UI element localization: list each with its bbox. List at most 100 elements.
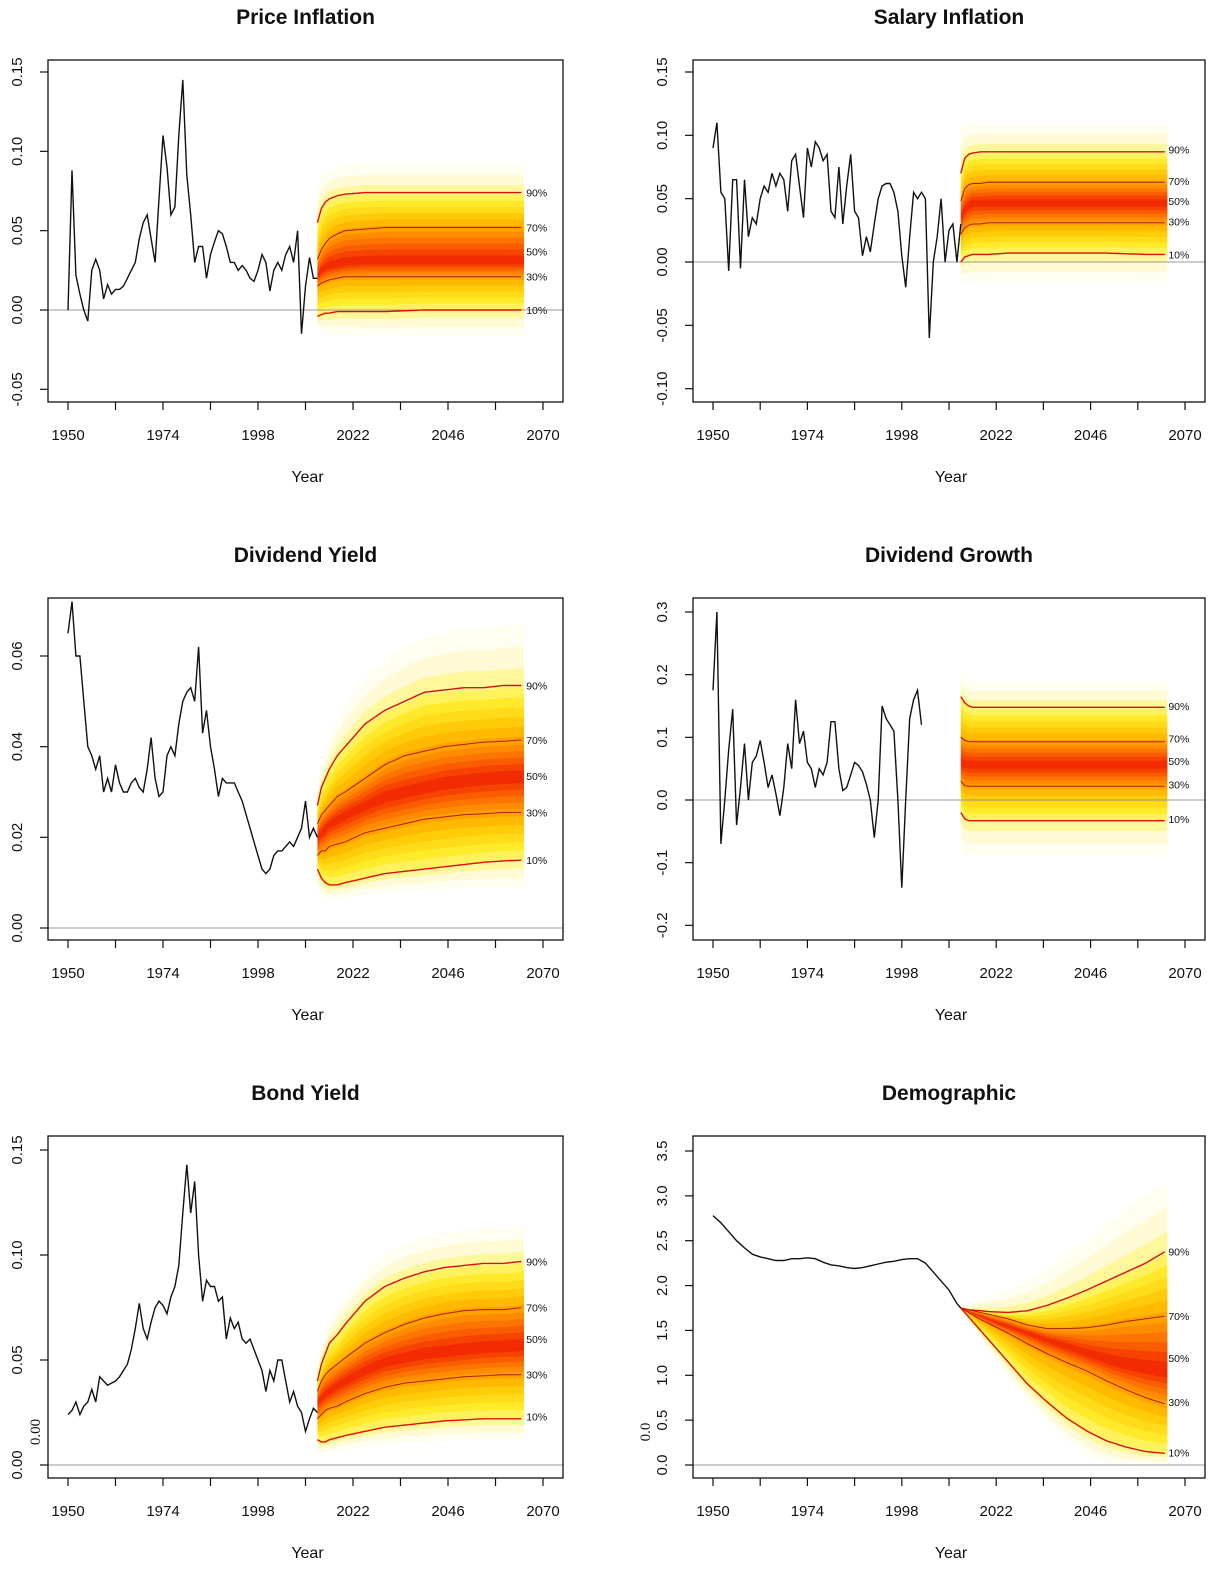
quantile-label: 10% [1168, 1447, 1189, 1459]
quantile-line-90 [960, 1251, 1166, 1314]
x-tick-label: 1974 [791, 1503, 824, 1520]
x-tick-label: 2046 [431, 427, 464, 444]
x-tick-label: 1998 [241, 965, 274, 982]
fan-band [960, 1182, 1168, 1466]
y-tick-label: 1.0 [654, 1365, 671, 1386]
y-tick-label: 0.06 [9, 641, 26, 670]
chart-panel: 90% 70% 50% 30% 10% Bond Yield 1950 1974 1998 202… [9, 1082, 564, 1562]
quantile-line-30 [960, 1307, 1165, 1405]
y-tick-label: -0.05 [9, 372, 26, 406]
x-tick-label: 1998 [885, 427, 918, 444]
quantile-line-10 [960, 812, 1165, 822]
fan-band [317, 624, 524, 900]
fan-band [960, 673, 1168, 856]
y-tick-label: 0.05 [654, 184, 671, 213]
x-tick-label: 2022 [980, 1503, 1013, 1520]
quantile-line-70 [960, 736, 1165, 743]
y-tick-label: 0.00 [9, 295, 26, 324]
quantile-label: 90% [1168, 144, 1189, 156]
x-tick-label: 1950 [51, 1503, 84, 1520]
x-tick-label: 2046 [431, 1503, 464, 1520]
x-tick-label: 1974 [146, 1503, 179, 1520]
x-tick-label: 1950 [696, 427, 729, 444]
stray-axis-label: 0.0 [638, 1423, 654, 1442]
x-tick-label: 2070 [526, 965, 559, 982]
x-tick-label: 1950 [696, 1503, 729, 1520]
y-tick-label: -0.2 [654, 912, 671, 938]
x-axis-label: Year [935, 1007, 968, 1024]
chart-panel: 90% 70% 50% 30% 10% Salary Inflation 1950 1974 1… [654, 6, 1206, 486]
quantile-label: 50% [1168, 196, 1189, 208]
quantile-label: 50% [526, 1334, 547, 1346]
quantile-line-70 [316, 1307, 522, 1392]
x-tick-label: 2070 [526, 1503, 559, 1520]
x-tick-label: 2022 [980, 965, 1013, 982]
y-tick-label: 0.00 [9, 1450, 26, 1479]
x-tick-label: 1974 [146, 427, 179, 444]
x-tick-label: 2022 [336, 965, 369, 982]
x-axis-label: Year [291, 469, 324, 486]
quantile-line-30 [317, 276, 522, 287]
y-tick-label: 0.10 [654, 121, 671, 150]
x-tick-label: 1998 [241, 1503, 274, 1520]
quantile-line-70 [960, 181, 1165, 202]
x-tick-label: 2046 [1074, 1503, 1107, 1520]
quantile-label: 70% [526, 222, 547, 234]
quantile-line-70 [960, 1307, 1165, 1330]
x-axis-label: Year [291, 1007, 324, 1024]
chart-title: Dividend Growth [865, 544, 1033, 567]
y-tick-label: 0.15 [9, 1135, 26, 1164]
y-tick-label: 3.5 [654, 1141, 671, 1162]
quantile-line-30 [317, 811, 522, 856]
quantile-line-30 [960, 780, 1165, 787]
quantile-label: 90% [1168, 701, 1189, 713]
y-tick-label: 0.15 [9, 57, 26, 86]
quantile-label: 70% [526, 735, 547, 747]
y-tick-label: 0.05 [9, 216, 26, 245]
x-tick-label: 1998 [241, 427, 274, 444]
y-tick-label: 0.02 [9, 823, 26, 852]
history-line [712, 611, 923, 888]
chart-panel: 90% 70% 50% 30% 10% Price Inflation 1950 1974 19… [9, 6, 564, 486]
chart-panel: 90% 70% 50% 30% 10% Dividend Yield 1950 1974 199… [9, 544, 564, 1024]
y-tick-label: 0.05 [9, 1345, 26, 1374]
quantile-line-10 [316, 859, 522, 886]
quantile-line-90 [316, 684, 522, 806]
chart-title: Demographic [882, 1082, 1017, 1105]
quantile-line-10 [960, 1307, 1165, 1454]
history-line [67, 1164, 318, 1435]
y-tick-label: 0.00 [654, 247, 671, 276]
x-tick-label: 1950 [51, 427, 84, 444]
y-tick-label: 0.10 [9, 1240, 26, 1269]
quantile-label: 70% [1168, 1311, 1189, 1323]
x-tick-label: 2022 [336, 1503, 369, 1520]
quantile-label: 90% [526, 1256, 547, 1268]
quantile-line-90 [960, 151, 1165, 174]
y-tick-label: 3.0 [654, 1185, 671, 1206]
y-tick-label: 0.1 [654, 727, 671, 748]
quantile-label: 50% [1168, 1353, 1189, 1365]
quantile-label: 50% [1168, 756, 1189, 768]
x-tick-label: 2022 [980, 427, 1013, 444]
history-line [67, 79, 318, 334]
quantile-label: 30% [526, 272, 547, 284]
chart-title: Price Inflation [236, 6, 375, 29]
quantile-label: 70% [1168, 734, 1189, 746]
quantile-label: 10% [1168, 814, 1189, 826]
y-tick-label: 0.0 [654, 790, 671, 811]
x-tick-label: 1974 [791, 965, 824, 982]
y-tick-label: 0.3 [654, 602, 671, 623]
quantile-label: 10% [526, 855, 547, 867]
quantile-label: 30% [1168, 1397, 1189, 1409]
quantile-line-10 [317, 309, 522, 317]
quantile-label: 50% [526, 246, 547, 258]
x-tick-label: 2046 [1074, 965, 1107, 982]
x-tick-label: 1998 [885, 1503, 918, 1520]
y-tick-label: 1.5 [654, 1320, 671, 1341]
stray-axis-label: 0.00 [28, 1419, 44, 1445]
chart-panel: 90% 70% 50% 30% 10% Dividend Growth 1950 1974 19… [654, 544, 1206, 1024]
y-tick-label: 0.15 [654, 57, 671, 86]
x-tick-label: 2070 [526, 427, 559, 444]
x-axis-label: Year [935, 469, 968, 486]
